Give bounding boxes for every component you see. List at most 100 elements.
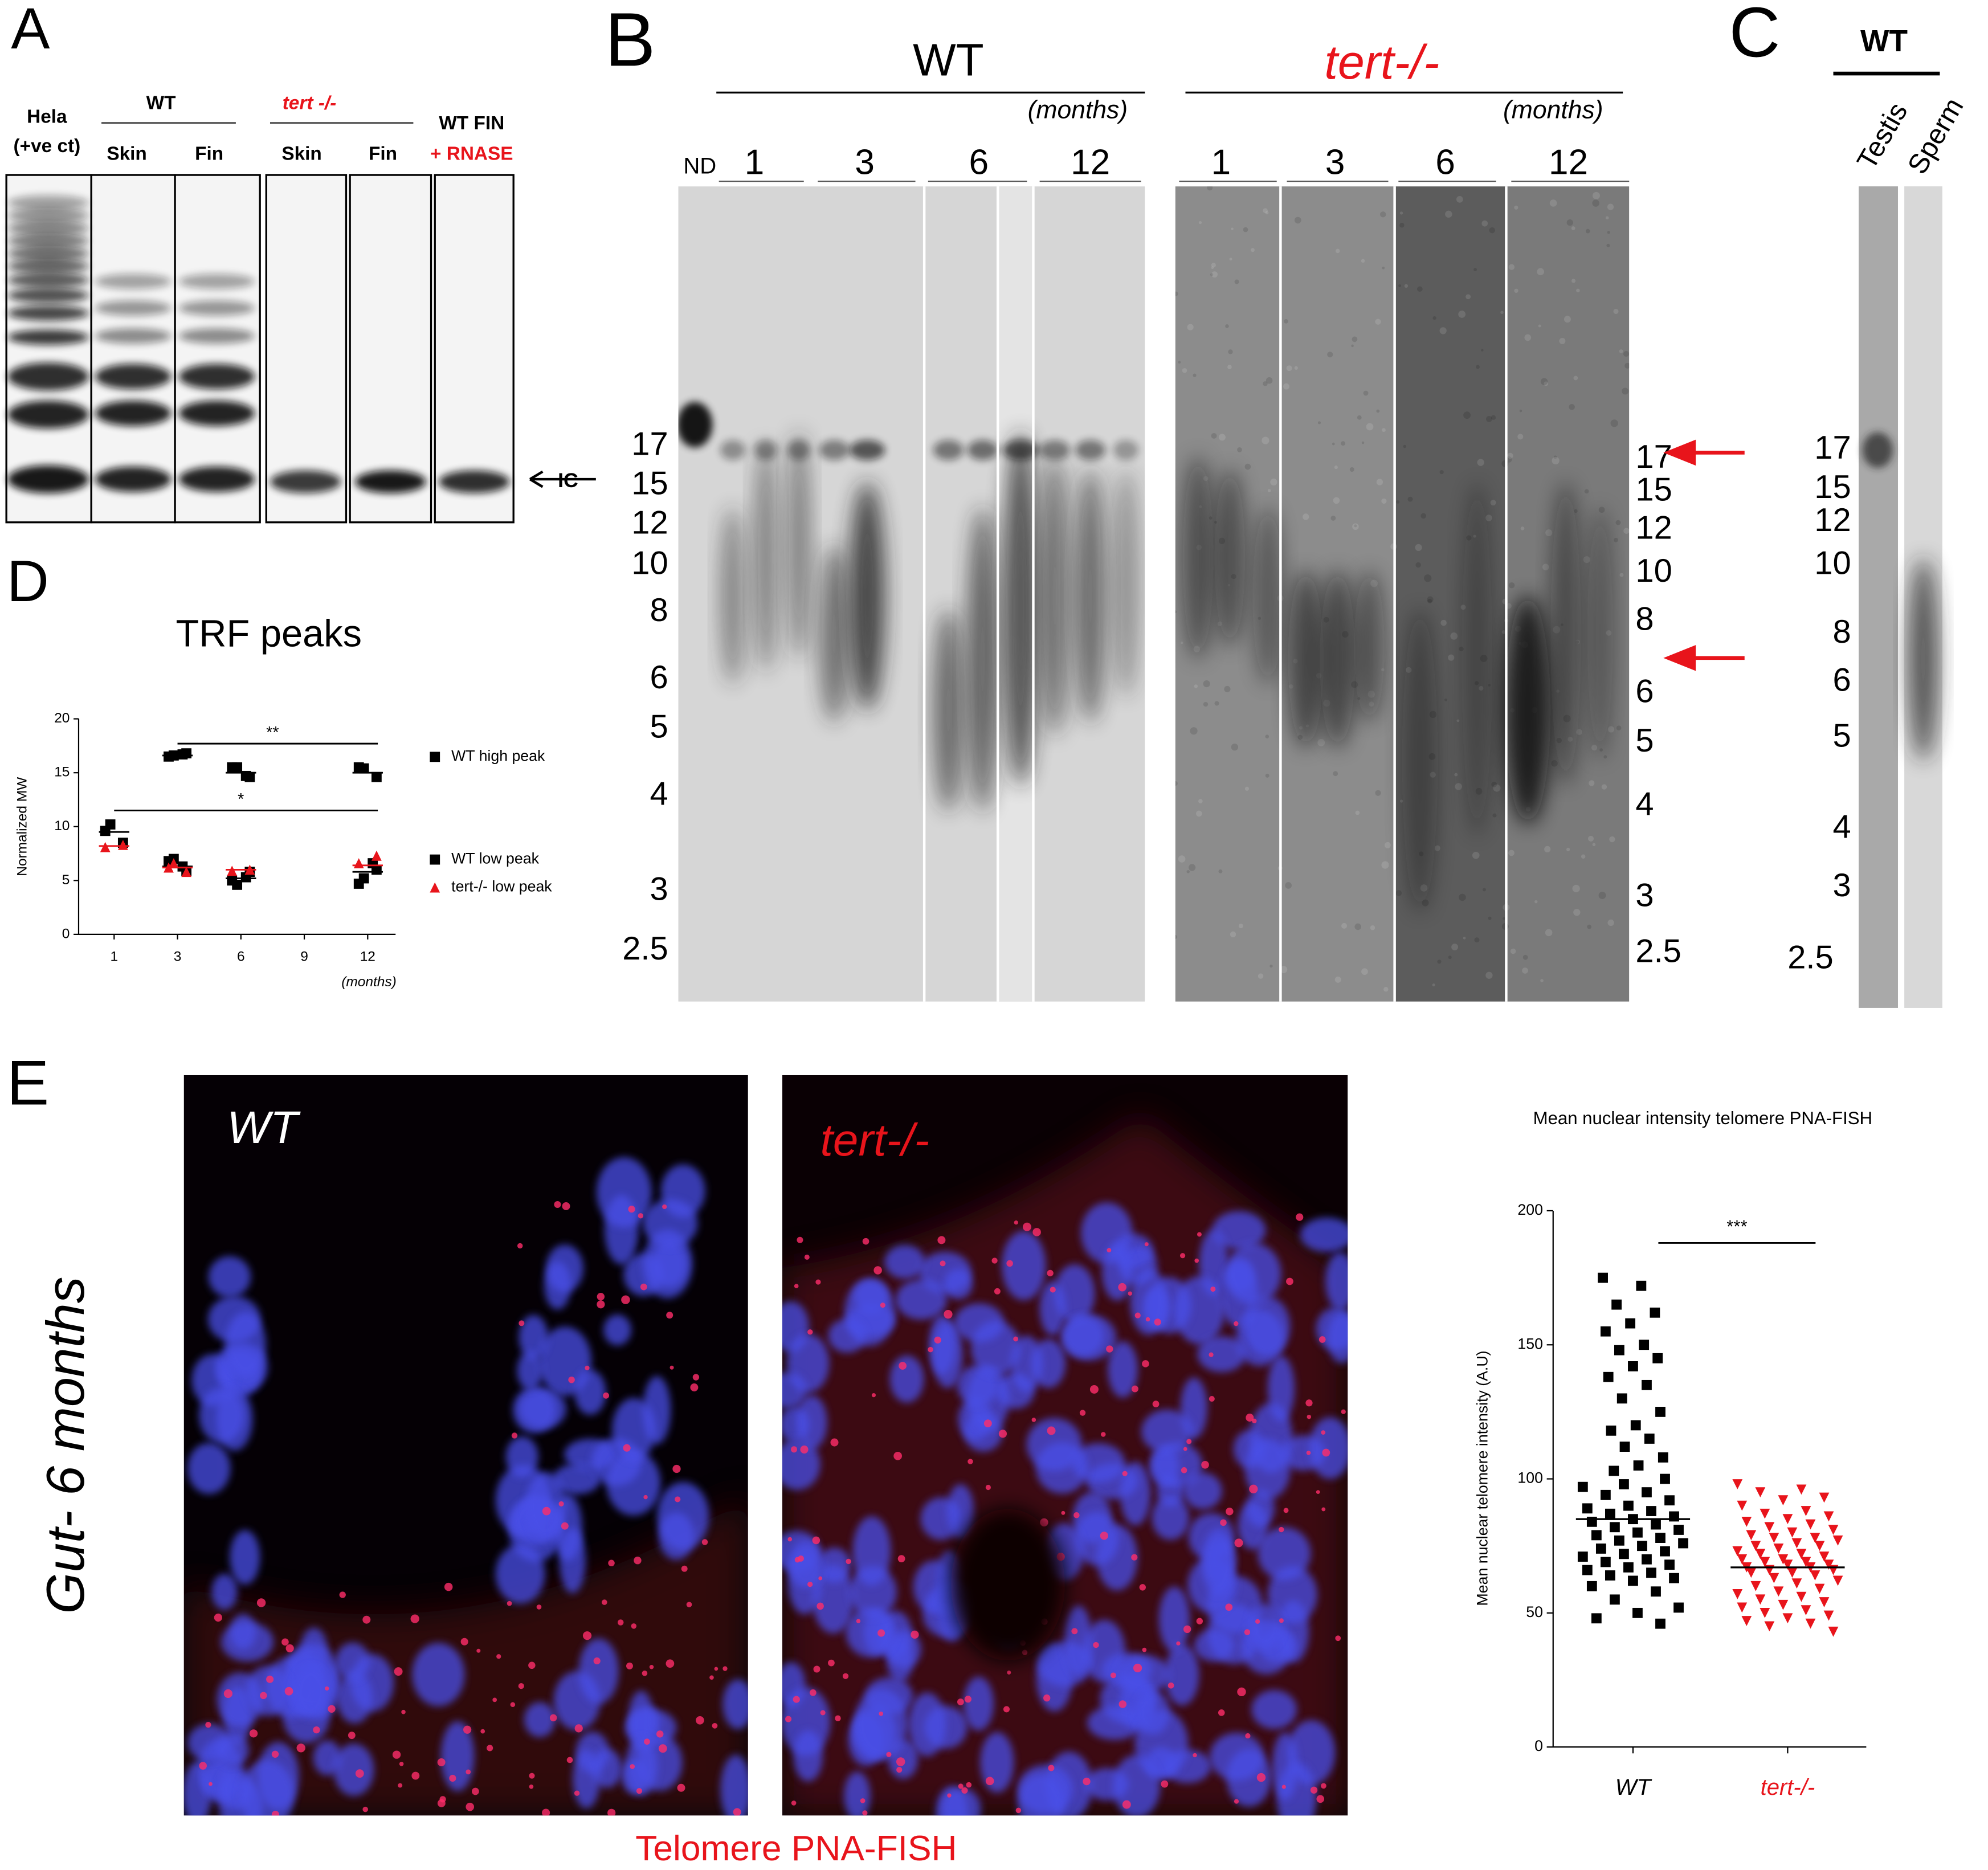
telomere-spot	[649, 1664, 654, 1669]
data-point	[1732, 1546, 1743, 1557]
telomere-spot	[1131, 1385, 1138, 1393]
gel-grain	[1382, 266, 1385, 270]
panel-letter: A	[11, 0, 50, 61]
gel-grain	[1619, 349, 1623, 353]
telomere-spot	[460, 1638, 468, 1646]
gel-grain	[1270, 478, 1277, 486]
telomere-spot	[1007, 1670, 1011, 1675]
gel-grain	[1228, 349, 1233, 354]
gel-grain	[1606, 243, 1610, 247]
nucleus	[1102, 1243, 1133, 1301]
micrograph-wt	[183, 1075, 748, 1816]
gel-grain	[1210, 273, 1214, 276]
gel-grain	[1269, 964, 1273, 968]
data-point	[1737, 1500, 1748, 1511]
telomere-spot	[519, 1320, 525, 1326]
telomere-spot	[284, 1687, 293, 1696]
nucleus	[818, 1547, 851, 1583]
data-point	[1628, 1575, 1638, 1586]
data-point	[1823, 1511, 1834, 1522]
gel-smear	[1075, 469, 1106, 723]
gel-lane	[349, 174, 432, 524]
telomere-spot	[944, 1310, 953, 1319]
gel-grain	[1333, 771, 1338, 777]
nucleus	[1141, 1409, 1193, 1453]
data-point	[1660, 1546, 1670, 1557]
gel-grain	[1330, 515, 1336, 521]
x-tick-label: 3	[174, 949, 182, 964]
nucleus	[1325, 1252, 1348, 1310]
gel-grain	[1615, 520, 1621, 525]
telomere-spot	[621, 1295, 630, 1304]
red-arrow	[1663, 439, 1745, 466]
gel-grain	[1383, 987, 1389, 992]
telomere-spot	[1022, 1222, 1031, 1231]
gel-grain	[1266, 377, 1273, 384]
unit-label: (months)	[1028, 96, 1128, 124]
gel-smear	[933, 609, 964, 812]
gel-grain	[1243, 227, 1248, 232]
gel-grain	[1404, 284, 1409, 288]
data-point	[1819, 1492, 1830, 1503]
telomere-spot	[873, 1266, 882, 1275]
gel-band	[7, 207, 89, 223]
group-label: tert -/-	[283, 92, 337, 113]
data-point	[1637, 1541, 1647, 1551]
data-point	[1764, 1522, 1775, 1533]
gel-grain	[1610, 419, 1618, 427]
gel-band	[7, 233, 89, 249]
gel-grain	[1619, 573, 1624, 577]
gel-band	[1862, 432, 1893, 468]
nucleus	[215, 1734, 250, 1766]
telomere-spot	[1014, 1220, 1018, 1225]
lane-label: Fin	[195, 143, 223, 164]
gel-grain	[1454, 773, 1458, 777]
telomere-spot	[670, 1365, 674, 1370]
gel-grain	[1514, 205, 1518, 210]
gel-grain	[1341, 922, 1348, 929]
data-point	[1616, 1393, 1627, 1404]
telomere-spot	[818, 1576, 823, 1581]
telomere-spot	[528, 1661, 536, 1669]
gel-band	[7, 362, 89, 391]
gel-grain	[1463, 411, 1471, 419]
lane-label: 1	[1211, 143, 1231, 182]
gel-grain	[1262, 436, 1269, 444]
gel-grain	[1623, 528, 1630, 534]
telomere-spot	[1197, 1232, 1202, 1237]
gel-grain	[1500, 311, 1504, 315]
tissue	[183, 1496, 748, 1816]
telomere-spot	[449, 1774, 456, 1782]
data-point	[1791, 1538, 1802, 1549]
gel-grain	[1424, 574, 1432, 582]
gel-grain	[1231, 744, 1239, 751]
telomere-spot	[807, 1329, 813, 1335]
telomere-spot	[643, 1495, 648, 1500]
telomere-spot	[820, 1710, 826, 1716]
data-point	[1577, 1481, 1588, 1492]
telomere-spot	[1079, 1410, 1086, 1416]
lane-label: 12	[1071, 143, 1110, 182]
nucleus	[844, 1771, 871, 1816]
data-point	[1577, 1551, 1588, 1562]
chart-title: TRF peaks	[176, 613, 362, 655]
gel-grain	[1545, 529, 1553, 537]
gel-grain	[1427, 598, 1432, 604]
nucleus	[578, 1638, 619, 1704]
gel-grain	[1190, 727, 1198, 735]
gel-grain	[1519, 409, 1522, 413]
telomere-spot	[964, 1696, 971, 1703]
data-point	[1810, 1570, 1820, 1581]
gel-grain	[1474, 937, 1480, 943]
data-point	[1760, 1557, 1770, 1567]
gel-grain	[1420, 513, 1427, 519]
gel-grain	[1623, 350, 1630, 357]
telomere-spot	[281, 1638, 289, 1646]
gel-grain	[1576, 729, 1582, 735]
gel-grain	[1490, 500, 1496, 506]
gel-grain	[1481, 220, 1488, 227]
lane-label: 3	[855, 143, 875, 182]
data-point	[1801, 1557, 1811, 1567]
gel-grain	[1381, 861, 1389, 869]
telomere-spot	[662, 1204, 667, 1210]
